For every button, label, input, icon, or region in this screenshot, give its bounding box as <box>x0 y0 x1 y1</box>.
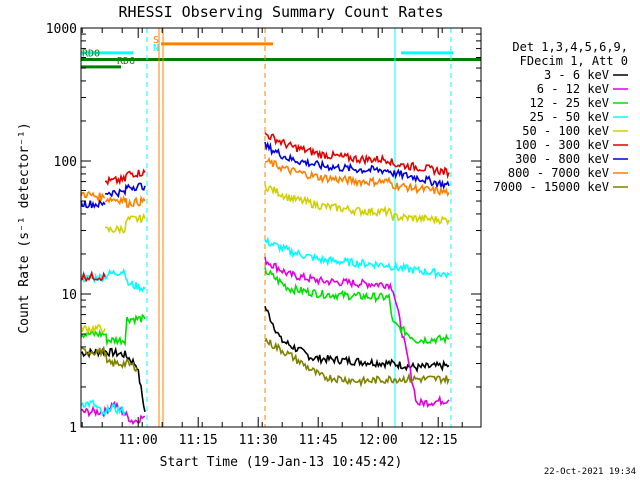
x-tick-label: 11:30 <box>239 433 278 448</box>
x-tick-label: 11:45 <box>299 433 338 448</box>
x-axis-label: Start Time (19-Jan-13 10:45:42) <box>160 455 403 470</box>
marker-label: N <box>153 43 159 54</box>
series-line <box>264 156 450 198</box>
series-line <box>264 184 450 226</box>
y-tick-label: 100 <box>54 155 77 170</box>
series-lines <box>80 132 450 426</box>
legend-label: 800 - 7000 keV <box>508 166 609 180</box>
series-line <box>264 266 450 346</box>
chart-title: RHESSI Observing Summary Count Rates <box>118 3 443 21</box>
series-line <box>105 168 146 186</box>
series-line <box>104 194 146 208</box>
event-lines: SN <box>146 28 452 427</box>
x-tick-label: 11:00 <box>119 433 158 448</box>
legend-header-line-1: Det 1,3,4,5,6,9, <box>512 40 628 54</box>
series-line <box>80 399 126 418</box>
legend-label: 12 - 25 keV <box>530 96 609 110</box>
x-tick-label: 12:15 <box>419 433 458 448</box>
series-line <box>80 345 138 373</box>
series-line <box>264 236 450 280</box>
series-line <box>264 141 450 191</box>
series-line <box>80 313 146 347</box>
legend-label: 7000 - 15000 keV <box>493 180 609 194</box>
legend-label: 6 - 12 keV <box>537 82 609 96</box>
flag-bar-label: RD6 <box>117 56 135 67</box>
series-line <box>104 212 146 235</box>
flag-bar-label: RD0 <box>82 48 100 59</box>
y-tick-label: 10 <box>61 288 77 303</box>
legend-label: 50 - 100 keV <box>522 124 609 138</box>
flag-bars: RD0 RD6 <box>81 42 481 69</box>
y-tick-label: 1000 <box>46 22 77 37</box>
y-axis-label: Count Rate (s⁻¹ detector⁻¹) <box>17 122 32 333</box>
series-line <box>264 337 450 388</box>
legend-label: 100 - 300 keV <box>515 138 609 152</box>
series-line <box>80 323 106 336</box>
x-tick-label: 12:00 <box>359 433 398 448</box>
series-line <box>104 182 146 199</box>
footer-date: 22-Oct-2021 19:34 <box>544 467 636 477</box>
series-line <box>264 305 450 374</box>
axis-ticks: 1 10 100 1000 11:00 11:15 11:30 11:45 12:00 12:15 <box>46 22 481 448</box>
series-line <box>80 190 106 204</box>
legend: Det 1,3,4,5,6,9, FDecim 1, Att 0 3 - 6 k… <box>493 40 628 194</box>
series-line <box>264 132 450 180</box>
marker-label: S <box>153 35 159 46</box>
legend-label: 3 - 6 keV <box>544 68 609 82</box>
series-line <box>80 270 106 283</box>
legend-label: 25 - 50 keV <box>530 110 609 124</box>
x-tick-label: 11:15 <box>179 433 218 448</box>
legend-header-line-2: FDecim 1, Att 0 <box>520 54 628 68</box>
series-line <box>264 256 450 409</box>
legend-label: 300 - 800 keV <box>515 152 609 166</box>
y-tick-label: 1 <box>69 421 77 436</box>
plot-frame <box>80 27 482 428</box>
